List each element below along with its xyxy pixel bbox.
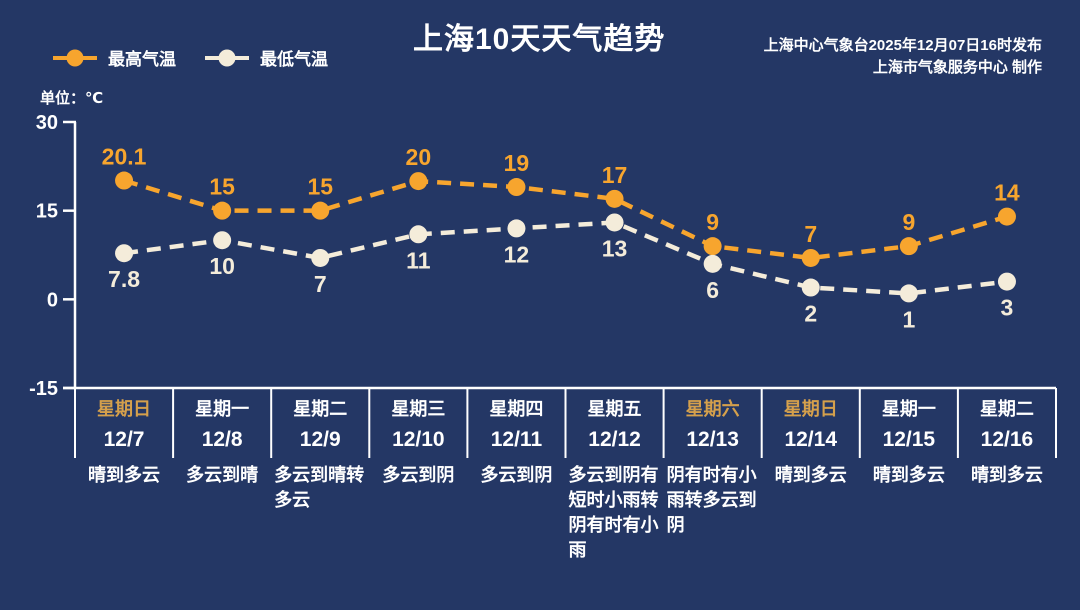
high-temp-value-label: 19: [504, 150, 530, 176]
high-temp-legend-dot: [66, 49, 84, 66]
low-temp-legend-label: 最低气温: [260, 50, 328, 69]
low-temp-value-label: 3: [1001, 295, 1014, 321]
low-temp-marker: [703, 254, 722, 273]
low-temp-value-label: 13: [602, 235, 628, 261]
low-temp-legend-dot: [218, 49, 236, 66]
source-line-issued: 上海中心气象台2025年12月07日16时发布: [763, 37, 1042, 54]
y-axis-tick-label: 30: [36, 112, 58, 134]
high-temp-value-label: 17: [602, 162, 628, 188]
high-temp-value-label: 20: [406, 144, 432, 170]
high-temp-value-label: 20.1: [102, 144, 147, 170]
y-axis-tick-label: 15: [36, 201, 58, 223]
source-info: 上海中心气象台2025年12月07日16时发布 上海市气象服务中心 制作: [764, 35, 1042, 79]
low-temp-marker: [507, 219, 526, 238]
high-temp-line-icon: [53, 49, 97, 66]
high-temp-marker: [899, 237, 918, 256]
high-temp-value-label: 15: [209, 174, 235, 200]
y-axis-tick-label: -15: [29, 378, 58, 400]
low-temp-marker: [311, 248, 330, 267]
unit-label: 单位：℃: [40, 90, 104, 107]
low-temp-value-label: 2: [804, 301, 817, 327]
source-line-producer: 上海市气象服务中心 制作: [872, 59, 1042, 76]
legend-item-high-temp: 最高气温: [52, 45, 176, 70]
high-temp-marker: [409, 172, 428, 191]
low-temp-value-label: 7.8: [108, 266, 140, 292]
low-temp-value-label: 11: [406, 247, 431, 273]
high-temp-marker: [801, 248, 820, 267]
high-temp-marker: [311, 201, 330, 220]
low-temp-marker: [409, 225, 428, 244]
low-temp-value-label: 12: [504, 241, 530, 267]
high-temp-legend-label: 最高气温: [108, 50, 176, 69]
high-temp-marker: [115, 171, 134, 190]
high-temp-value-label: 14: [994, 180, 1020, 206]
high-temp-marker: [605, 189, 624, 208]
y-axis-tick-label: 0: [47, 289, 58, 311]
legend: 最高气温 最低气温: [52, 45, 328, 70]
low-temp-marker: [997, 272, 1016, 291]
legend-item-low-temp: 最低气温: [204, 45, 328, 70]
low-temp-line: [123, 220, 1008, 296]
high-temp-marker: [507, 178, 526, 197]
low-temp-marker: [605, 213, 624, 232]
high-temp-value-label: 9: [706, 209, 719, 235]
high-temp-value-label: 15: [307, 174, 333, 200]
high-temp-value-label: 9: [902, 209, 915, 235]
low-temp-marker: [899, 284, 918, 303]
low-temp-value-label: 7: [314, 271, 327, 297]
low-temp-marker: [801, 278, 820, 297]
high-temp-value-label: 7: [804, 221, 817, 247]
low-temp-value-label: 1: [902, 306, 915, 332]
high-temp-marker: [213, 201, 232, 220]
low-temp-marker: [115, 244, 134, 263]
page-title: 上海10天天气趋势: [413, 23, 666, 56]
high-temp-marker: [997, 207, 1016, 226]
high-temp-marker: [703, 237, 722, 256]
low-temp-value-label: 6: [706, 277, 719, 303]
low-temp-marker: [213, 231, 232, 250]
low-temp-value-label: 10: [209, 253, 235, 279]
low-temp-line-icon: [205, 49, 249, 66]
high-temp-line: [123, 178, 1008, 261]
